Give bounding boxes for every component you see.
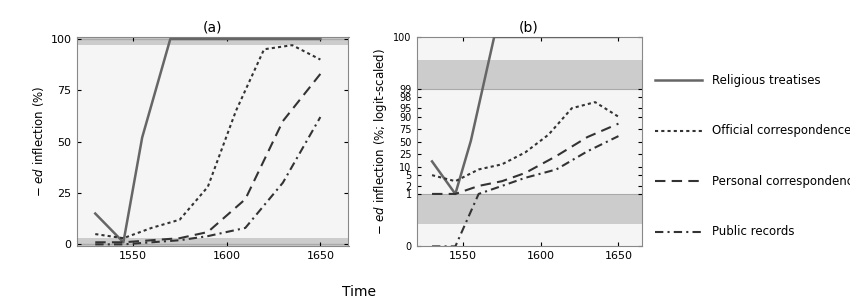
Bar (76, 37, 348, 45)
Title: (a): (a) (203, 20, 222, 34)
Title: (b): (b) (519, 20, 539, 34)
Text: Religious treatises: Religious treatises (711, 74, 820, 87)
Text: Public records: Public records (711, 225, 795, 238)
Bar (416, 60, 642, 89)
Text: Official correspondence: Official correspondence (711, 124, 850, 137)
Y-axis label: $-$ $\it{ed}$ inflection (%): $-$ $\it{ed}$ inflection (%) (31, 86, 47, 197)
Text: Personal correspondence: Personal correspondence (711, 175, 850, 188)
Text: Time: Time (342, 285, 376, 299)
Y-axis label: $-$ $\it{ed}$ inflection (%; logit-scaled): $-$ $\it{ed}$ inflection (%; logit-scale… (372, 48, 389, 235)
Bar (76, 238, 348, 246)
Bar (416, 194, 642, 224)
